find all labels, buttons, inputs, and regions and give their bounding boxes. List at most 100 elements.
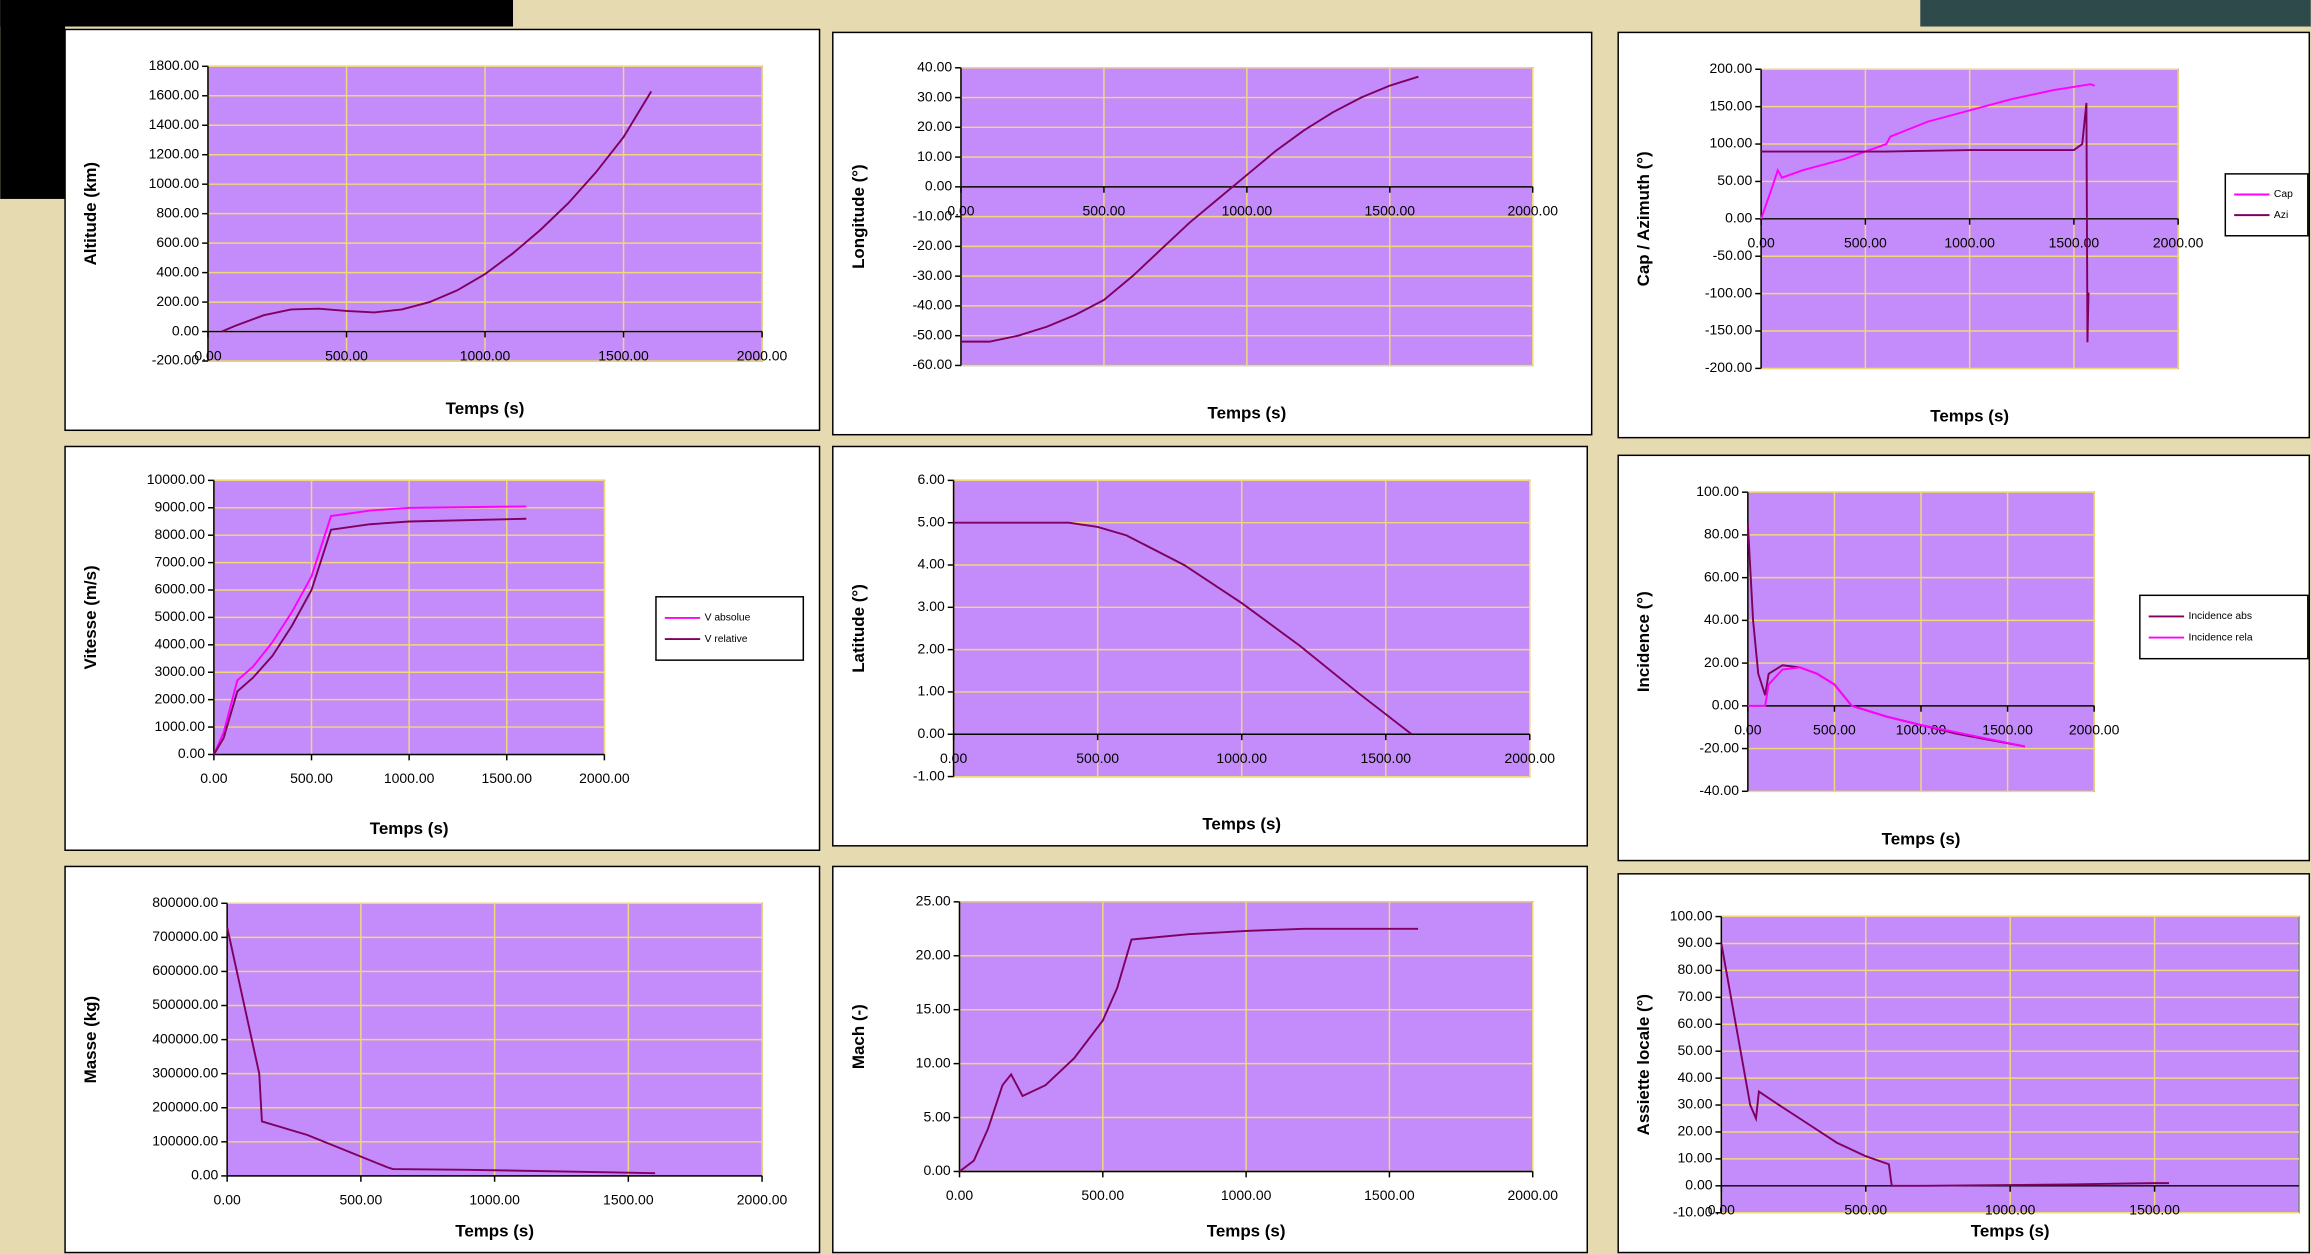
y-tick-label: 0.00 bbox=[918, 725, 945, 741]
y-tick-label: 20.00 bbox=[1678, 1123, 1713, 1139]
y-tick-label: 60.00 bbox=[1704, 568, 1739, 584]
y-tick-label: 6.00 bbox=[918, 471, 945, 487]
y-tick-label: -150.00 bbox=[1705, 322, 1753, 338]
y-axis-title: Incidence (°) bbox=[1634, 591, 1653, 692]
y-tick-label: 2000.00 bbox=[154, 690, 205, 706]
legend-label: Azi bbox=[2274, 210, 2288, 221]
y-tick-label: 200.00 bbox=[156, 293, 199, 309]
y-tick-label: -100.00 bbox=[1705, 284, 1753, 300]
y-tick-label: 100.00 bbox=[1710, 135, 1753, 151]
y-tick-label: 40.00 bbox=[917, 58, 952, 74]
chart-panel: 0.005.0010.0015.0020.0025.000.00500.0010… bbox=[833, 866, 1587, 1252]
y-tick-label: 9000.00 bbox=[154, 498, 205, 514]
y-tick-label: 0.00 bbox=[925, 178, 952, 194]
y-tick-label: 0.00 bbox=[1685, 1177, 1712, 1193]
legend-box bbox=[2225, 174, 2308, 236]
y-tick-label: -20.00 bbox=[912, 237, 952, 253]
x-tick-label: 2000.00 bbox=[1507, 1187, 1558, 1203]
y-tick-label: -1.00 bbox=[913, 767, 945, 783]
y-tick-label: 40.00 bbox=[1704, 611, 1739, 627]
x-axis-title: Temps (s) bbox=[455, 1221, 534, 1240]
x-axis-title: Temps (s) bbox=[446, 399, 525, 418]
x-tick-label: 0.00 bbox=[946, 1187, 973, 1203]
chart-panel: 0.001000.002000.003000.004000.005000.006… bbox=[65, 446, 819, 850]
y-tick-label: -40.00 bbox=[912, 297, 952, 313]
x-axis-title: Temps (s) bbox=[370, 819, 449, 838]
y-tick-label: -20.00 bbox=[1699, 739, 1739, 755]
y-tick-label: 10.00 bbox=[916, 1054, 951, 1070]
x-tick-label: 1500.00 bbox=[1982, 722, 2033, 738]
y-tick-label: 2.00 bbox=[918, 640, 945, 656]
x-axis-title: Temps (s) bbox=[1882, 829, 1961, 848]
x-tick-label: 2000.00 bbox=[737, 1192, 788, 1208]
x-tick-label: 1000.00 bbox=[469, 1192, 520, 1208]
y-tick-label: 4.00 bbox=[918, 556, 945, 572]
y-axis-title: Mach (-) bbox=[849, 1004, 868, 1069]
x-tick-label: 0.00 bbox=[214, 1192, 241, 1208]
x-tick-label: 1500.00 bbox=[1365, 203, 1416, 219]
y-tick-label: 0.00 bbox=[1712, 697, 1739, 713]
y-tick-label: 100000.00 bbox=[152, 1133, 218, 1149]
x-tick-label: 500.00 bbox=[1813, 722, 1856, 738]
x-axis-title: Temps (s) bbox=[1930, 406, 2009, 425]
y-axis-title: Masse (kg) bbox=[81, 996, 100, 1084]
x-tick-label: 500.00 bbox=[339, 1192, 382, 1208]
y-tick-label: 1400.00 bbox=[149, 116, 200, 132]
x-tick-label: 1500.00 bbox=[481, 770, 532, 786]
y-tick-label: 50.00 bbox=[1678, 1042, 1713, 1058]
y-tick-label: 500000.00 bbox=[152, 996, 218, 1012]
y-tick-label: 70.00 bbox=[1678, 988, 1713, 1004]
x-tick-label: 500.00 bbox=[1076, 750, 1119, 766]
backdrop-image bbox=[1920, 0, 2310, 27]
legend-label: Incidence abs bbox=[2188, 611, 2252, 622]
y-tick-label: 5.00 bbox=[918, 513, 945, 529]
chart-panel: -40.00-20.000.0020.0040.0060.0080.00100.… bbox=[1618, 455, 2309, 860]
y-tick-label: -200.00 bbox=[1705, 359, 1753, 375]
chart-panel: 0.00100000.00200000.00300000.00400000.00… bbox=[65, 866, 819, 1252]
y-tick-label: 300000.00 bbox=[152, 1064, 218, 1080]
x-tick-label: 500.00 bbox=[1844, 1202, 1887, 1218]
y-tick-label: 80.00 bbox=[1678, 961, 1713, 977]
y-tick-label: 800.00 bbox=[156, 204, 199, 220]
y-tick-label: 10000.00 bbox=[147, 471, 206, 487]
y-tick-label: 800000.00 bbox=[152, 894, 218, 910]
y-tick-label: 3000.00 bbox=[154, 663, 205, 679]
x-tick-label: 1000.00 bbox=[1221, 1187, 1272, 1203]
x-tick-label: 2000.00 bbox=[2153, 235, 2204, 251]
page: {"chart_data": [ {"type": "line", "ylabe… bbox=[0, 0, 2311, 1254]
y-axis-title: Longitude (°) bbox=[849, 164, 868, 269]
x-tick-label: 1000.00 bbox=[1944, 235, 1995, 251]
backdrop-dark bbox=[0, 0, 513, 27]
y-axis-title: Vitesse (m/s) bbox=[81, 565, 100, 669]
y-tick-label: 60.00 bbox=[1678, 1015, 1713, 1031]
x-tick-label: 1500.00 bbox=[1360, 750, 1411, 766]
x-tick-label: 1000.00 bbox=[1985, 1202, 2036, 1218]
y-tick-label: 600000.00 bbox=[152, 962, 218, 978]
y-tick-label: 10.00 bbox=[917, 148, 952, 164]
x-tick-label: 500.00 bbox=[1844, 235, 1887, 251]
y-tick-label: 6000.00 bbox=[154, 581, 205, 597]
x-tick-label: 2000.00 bbox=[1507, 203, 1558, 219]
x-tick-label: 1000.00 bbox=[1222, 203, 1273, 219]
y-tick-label: 0.00 bbox=[1725, 210, 1752, 226]
y-tick-label: 30.00 bbox=[1678, 1096, 1713, 1112]
y-tick-label: 30.00 bbox=[917, 88, 952, 104]
backdrop-dark bbox=[0, 0, 65, 199]
y-tick-label: 15.00 bbox=[916, 1000, 951, 1016]
y-tick-label: 10.00 bbox=[1678, 1150, 1713, 1166]
y-tick-label: 100.00 bbox=[1696, 483, 1739, 499]
y-tick-label: 4000.00 bbox=[154, 636, 205, 652]
y-tick-label: 1600.00 bbox=[149, 86, 200, 102]
y-axis-title: Assiette locale (°) bbox=[1634, 994, 1653, 1135]
chart-panel: -200.000.00200.00400.00600.00800.001000.… bbox=[65, 29, 819, 430]
y-tick-label: 90.00 bbox=[1678, 934, 1713, 950]
y-tick-label: 1000.00 bbox=[149, 175, 200, 191]
y-tick-label: 20.00 bbox=[1704, 654, 1739, 670]
legend-box bbox=[2140, 595, 2308, 658]
y-tick-label: 400000.00 bbox=[152, 1030, 218, 1046]
x-axis-title: Temps (s) bbox=[1202, 815, 1281, 834]
x-tick-label: 1500.00 bbox=[603, 1192, 654, 1208]
screenshot: -200.000.00200.00400.00600.00800.001000.… bbox=[0, 0, 2311, 1254]
y-tick-label: 7000.00 bbox=[154, 553, 205, 569]
